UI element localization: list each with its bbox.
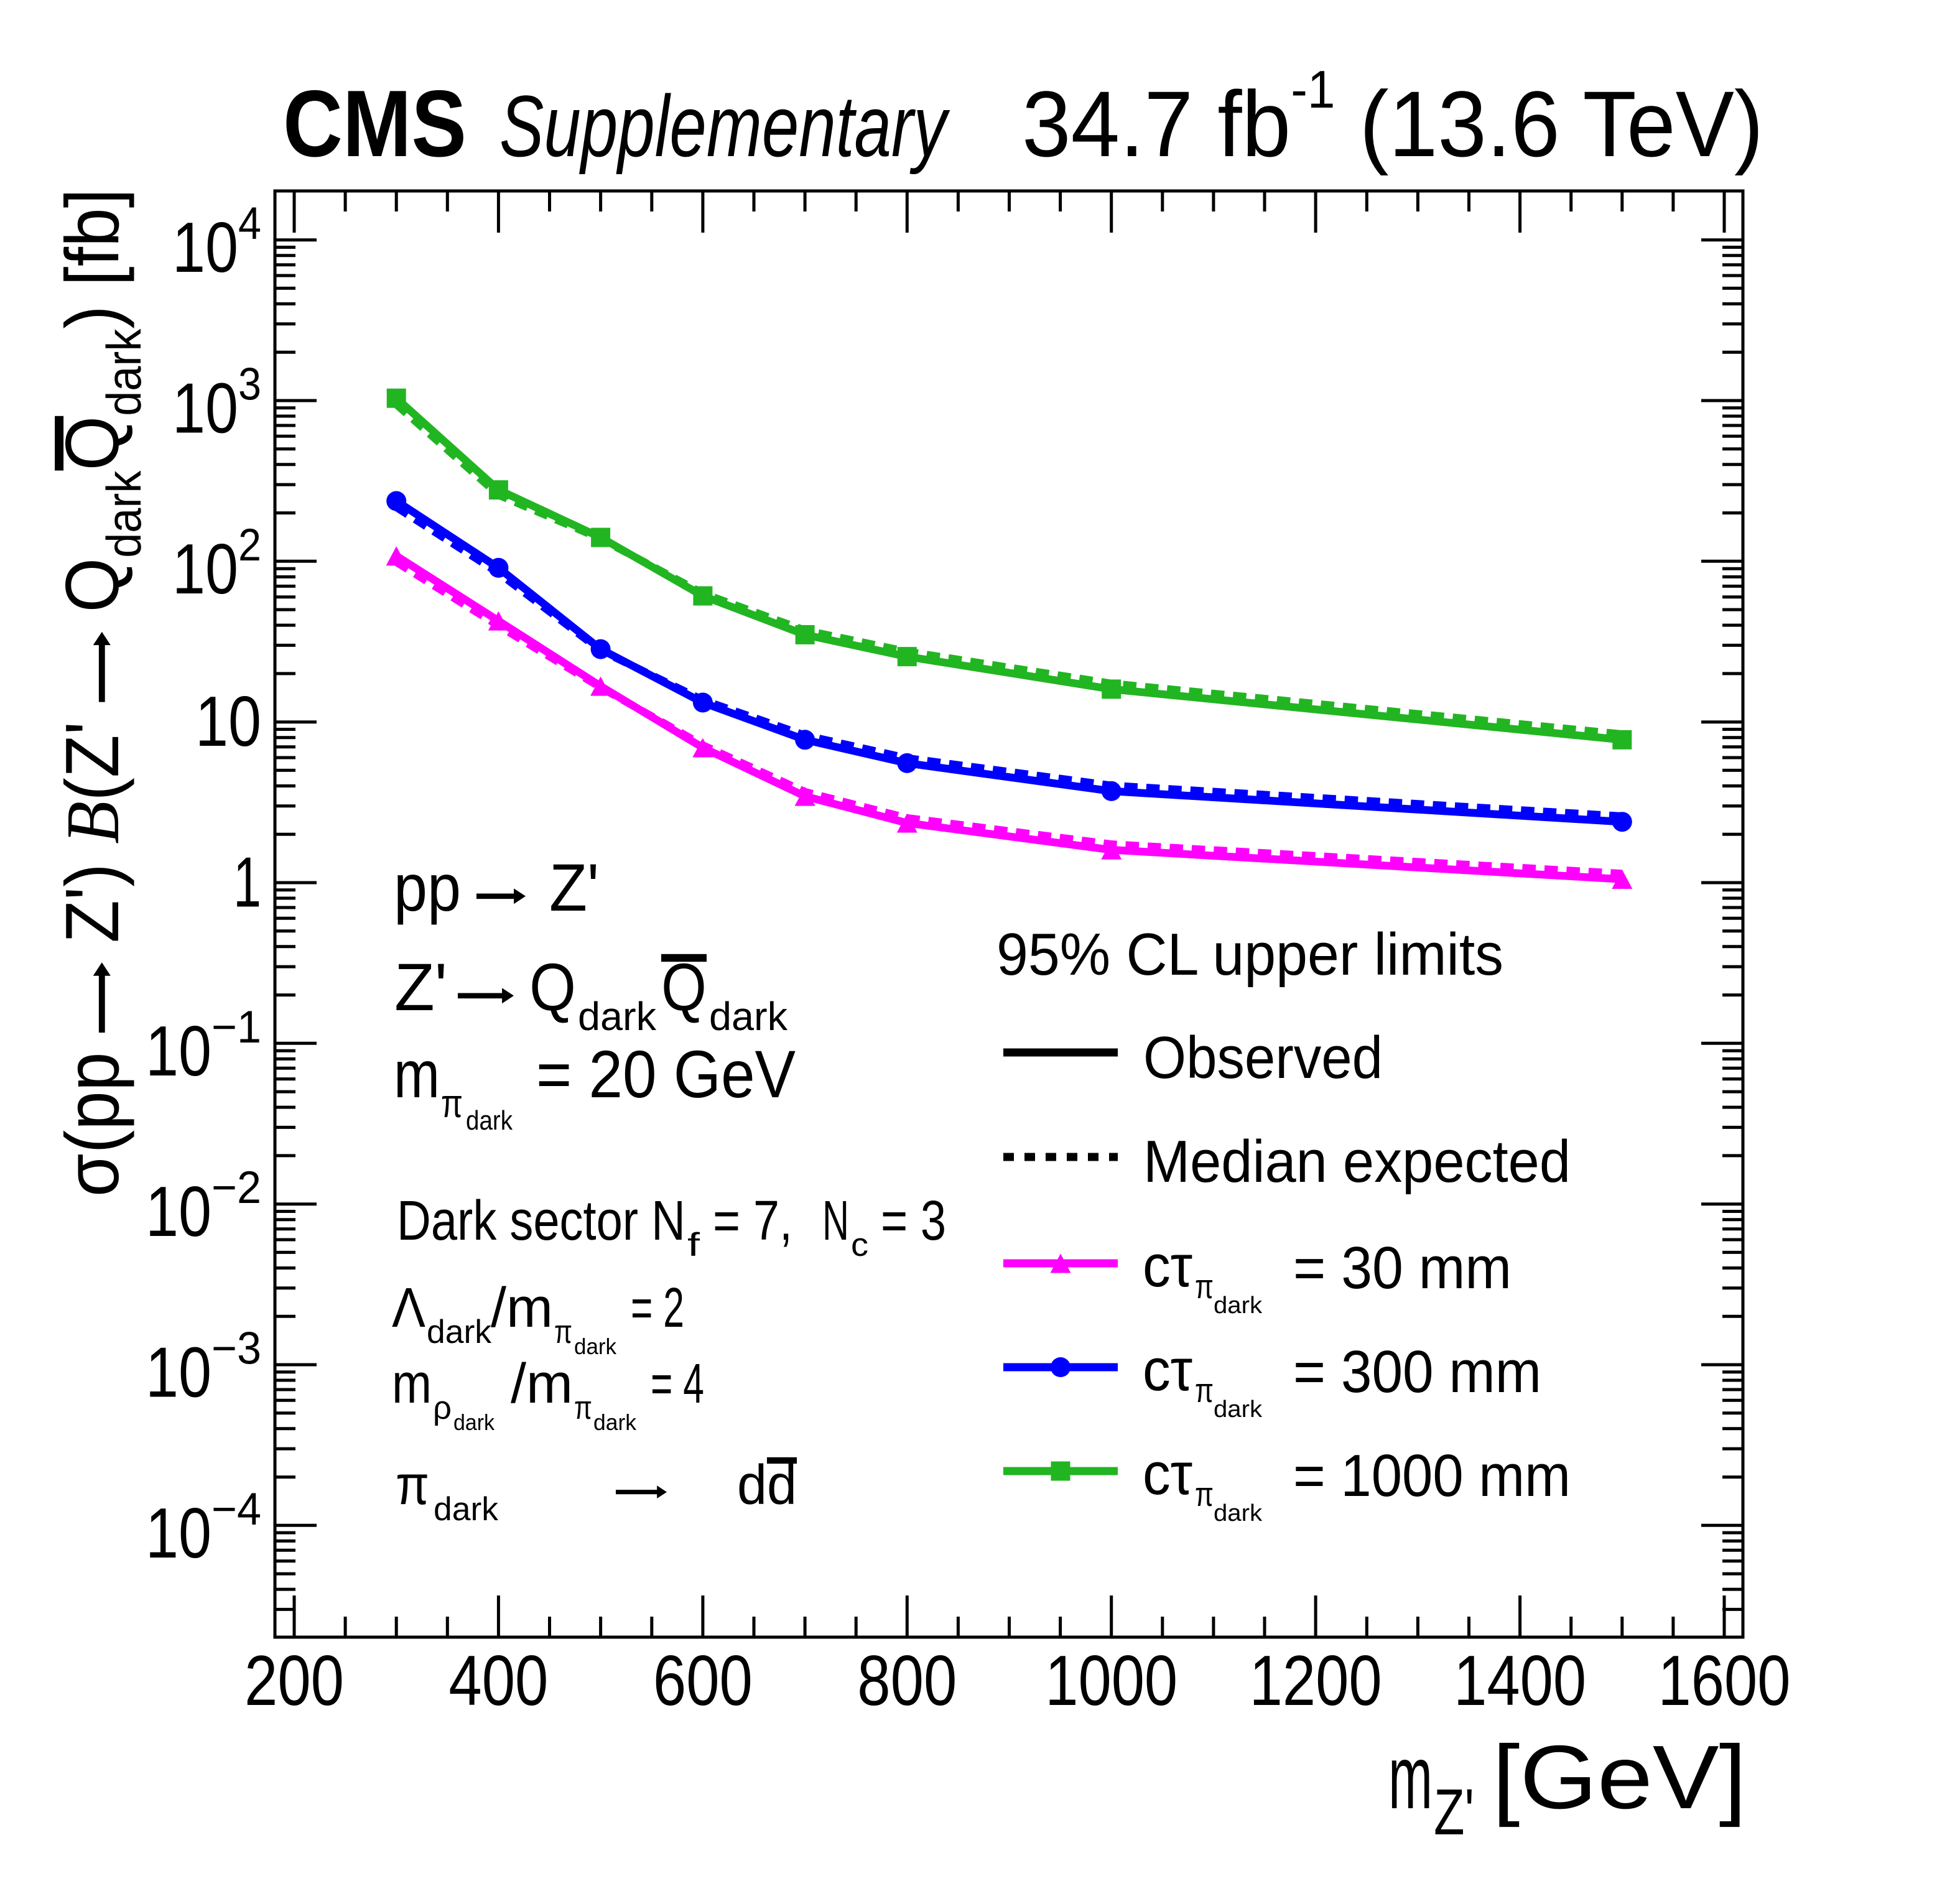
svg-text:dd: dd bbox=[737, 1454, 797, 1516]
svg-text:m: m bbox=[392, 1353, 432, 1415]
svg-text:34.7 fb: 34.7 fb bbox=[1022, 72, 1291, 176]
svg-text:= 3: = 3 bbox=[881, 1190, 946, 1252]
svg-text:(Z': (Z' bbox=[50, 702, 134, 801]
svg-text:π: π bbox=[554, 1314, 572, 1350]
svg-text:[GeV]: [GeV] bbox=[1492, 1727, 1747, 1827]
svg-text:= 30 mm: = 30 mm bbox=[1293, 1235, 1512, 1301]
svg-text:4: 4 bbox=[238, 198, 261, 249]
svg-text:10: 10 bbox=[172, 208, 238, 287]
svg-text:10: 10 bbox=[146, 1334, 211, 1413]
svg-text:π: π bbox=[1195, 1371, 1214, 1409]
svg-text:Observed: Observed bbox=[1143, 1024, 1383, 1091]
svg-text:Λ: Λ bbox=[392, 1277, 425, 1339]
svg-text:1000: 1000 bbox=[1045, 1642, 1177, 1721]
svg-text:dark: dark bbox=[453, 1409, 495, 1435]
svg-text:m: m bbox=[1388, 1727, 1433, 1827]
svg-text:Dark sector N: Dark sector N bbox=[397, 1190, 685, 1252]
svg-text:/m: /m bbox=[511, 1353, 573, 1415]
svg-text:−4: −4 bbox=[211, 1484, 261, 1535]
svg-text:cτ: cτ bbox=[1143, 1441, 1192, 1507]
svg-text:dark: dark bbox=[593, 1409, 637, 1435]
svg-text:Q: Q bbox=[529, 949, 576, 1024]
svg-text:1600: 1600 bbox=[1658, 1642, 1791, 1721]
svg-text:σ(pp: σ(pp bbox=[50, 1033, 134, 1197]
svg-text:cτ: cτ bbox=[1143, 1233, 1192, 1299]
svg-text:10: 10 bbox=[146, 1494, 211, 1573]
svg-text:Z': Z' bbox=[549, 850, 599, 925]
svg-text:π: π bbox=[574, 1390, 592, 1426]
svg-text:/m: /m bbox=[491, 1277, 553, 1339]
svg-text:ρ: ρ bbox=[433, 1390, 452, 1426]
svg-text:dark: dark bbox=[574, 1334, 617, 1359]
svg-text:dark: dark bbox=[96, 328, 151, 416]
svg-text:1200: 1200 bbox=[1250, 1642, 1382, 1721]
svg-text:Supplementary: Supplementary bbox=[499, 77, 950, 175]
svg-text:pp: pp bbox=[394, 850, 461, 925]
svg-text:= 300 mm: = 300 mm bbox=[1293, 1339, 1541, 1405]
svg-text:π: π bbox=[1195, 1475, 1214, 1513]
svg-text:10: 10 bbox=[172, 369, 238, 448]
svg-text:10: 10 bbox=[146, 1173, 211, 1252]
svg-text:) [fb]: ) [fb] bbox=[50, 188, 134, 329]
svg-text:10: 10 bbox=[172, 530, 238, 609]
svg-text:dark: dark bbox=[1214, 1500, 1263, 1526]
svg-text:N: N bbox=[822, 1190, 849, 1252]
svg-text:Z'): Z') bbox=[50, 844, 134, 963]
svg-text:dark: dark bbox=[434, 1491, 498, 1528]
svg-text:CMS: CMS bbox=[283, 71, 467, 177]
svg-text:= 1000 mm: = 1000 mm bbox=[1293, 1442, 1571, 1509]
svg-text:Q: Q bbox=[50, 416, 134, 471]
svg-text:10: 10 bbox=[146, 1012, 211, 1091]
svg-text:−1: −1 bbox=[211, 1002, 261, 1052]
svg-text:= 4: = 4 bbox=[651, 1353, 704, 1415]
svg-text:B: B bbox=[51, 801, 135, 844]
svg-text:π: π bbox=[1195, 1267, 1214, 1306]
svg-text:π: π bbox=[396, 1454, 429, 1516]
svg-text:600: 600 bbox=[653, 1642, 753, 1721]
svg-text:dark: dark bbox=[427, 1314, 491, 1350]
svg-text:= 2: = 2 bbox=[631, 1277, 684, 1339]
svg-text:f: f bbox=[687, 1227, 700, 1263]
svg-text:dark: dark bbox=[466, 1105, 513, 1136]
svg-text:Z': Z' bbox=[1434, 1776, 1474, 1849]
svg-text:= 7,: = 7, bbox=[713, 1190, 792, 1252]
svg-text:95% CL upper limits: 95% CL upper limits bbox=[996, 921, 1503, 988]
svg-text:1: 1 bbox=[233, 843, 261, 922]
svg-text:dark: dark bbox=[1214, 1396, 1263, 1423]
svg-text:(13.6 TeV): (13.6 TeV) bbox=[1335, 72, 1763, 176]
svg-text:cτ: cτ bbox=[1143, 1337, 1192, 1403]
svg-text:Median expected: Median expected bbox=[1143, 1128, 1571, 1195]
svg-text:dark: dark bbox=[709, 994, 788, 1039]
svg-text:−2: −2 bbox=[211, 1163, 261, 1213]
svg-text:dark: dark bbox=[1214, 1293, 1263, 1319]
svg-text:dark: dark bbox=[96, 470, 151, 558]
svg-text:400: 400 bbox=[448, 1642, 548, 1721]
svg-text:−3: −3 bbox=[211, 1324, 261, 1374]
svg-text:2: 2 bbox=[238, 520, 261, 570]
svg-text:3: 3 bbox=[238, 360, 261, 410]
svg-text:1400: 1400 bbox=[1454, 1642, 1586, 1721]
svg-text:10: 10 bbox=[195, 682, 261, 761]
svg-text:Q: Q bbox=[50, 558, 134, 632]
svg-text:c: c bbox=[851, 1227, 868, 1263]
svg-text:π: π bbox=[441, 1081, 463, 1126]
svg-text:200: 200 bbox=[244, 1642, 344, 1721]
svg-text:800: 800 bbox=[857, 1642, 957, 1721]
svg-text:-1: -1 bbox=[1291, 60, 1335, 119]
svg-text:m: m bbox=[394, 1036, 440, 1112]
svg-text:Z': Z' bbox=[394, 949, 447, 1024]
svg-text:= 20 GeV: = 20 GeV bbox=[536, 1036, 796, 1112]
svg-text:dark: dark bbox=[578, 994, 657, 1039]
